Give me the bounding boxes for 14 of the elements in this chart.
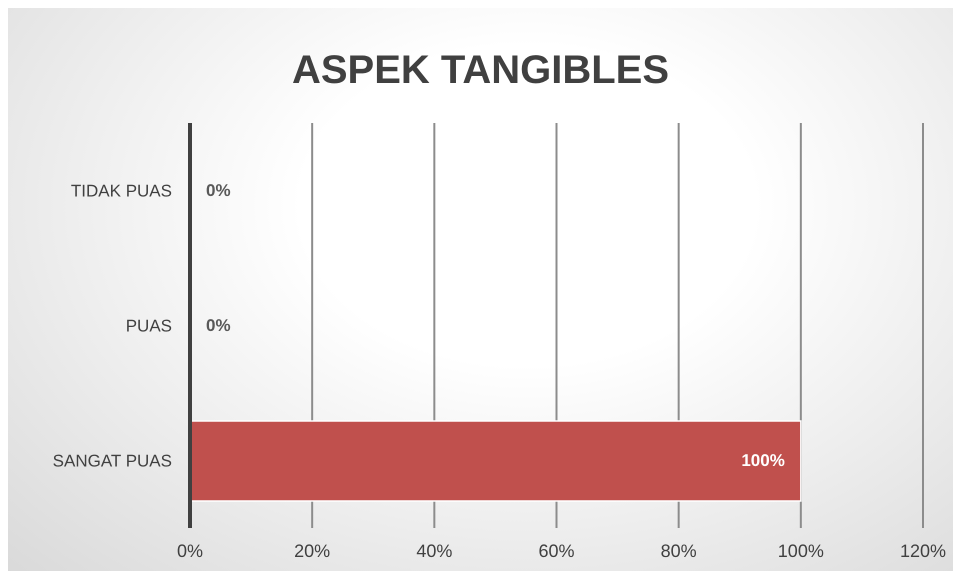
x-tick-label: 100% bbox=[778, 540, 824, 561]
data-label: 0% bbox=[206, 316, 231, 335]
x-tick-label: 60% bbox=[538, 540, 575, 561]
x-tick-label: 120% bbox=[900, 540, 946, 561]
chart-title: ASPEK TANGIBLES bbox=[290, 48, 670, 93]
y-tick-label: SANGAT PUAS bbox=[52, 452, 172, 471]
x-tick-label: 80% bbox=[660, 540, 697, 561]
y-tick-label: PUAS bbox=[126, 316, 172, 336]
data-label: 100% bbox=[741, 451, 785, 470]
x-tick-label: 40% bbox=[416, 540, 452, 561]
x-tick-label: 20% bbox=[294, 540, 330, 561]
x-tick-label: 0% bbox=[176, 540, 204, 561]
data-label: 0% bbox=[206, 181, 231, 200]
y-tick-label: TIDAK PUAS bbox=[70, 182, 172, 201]
